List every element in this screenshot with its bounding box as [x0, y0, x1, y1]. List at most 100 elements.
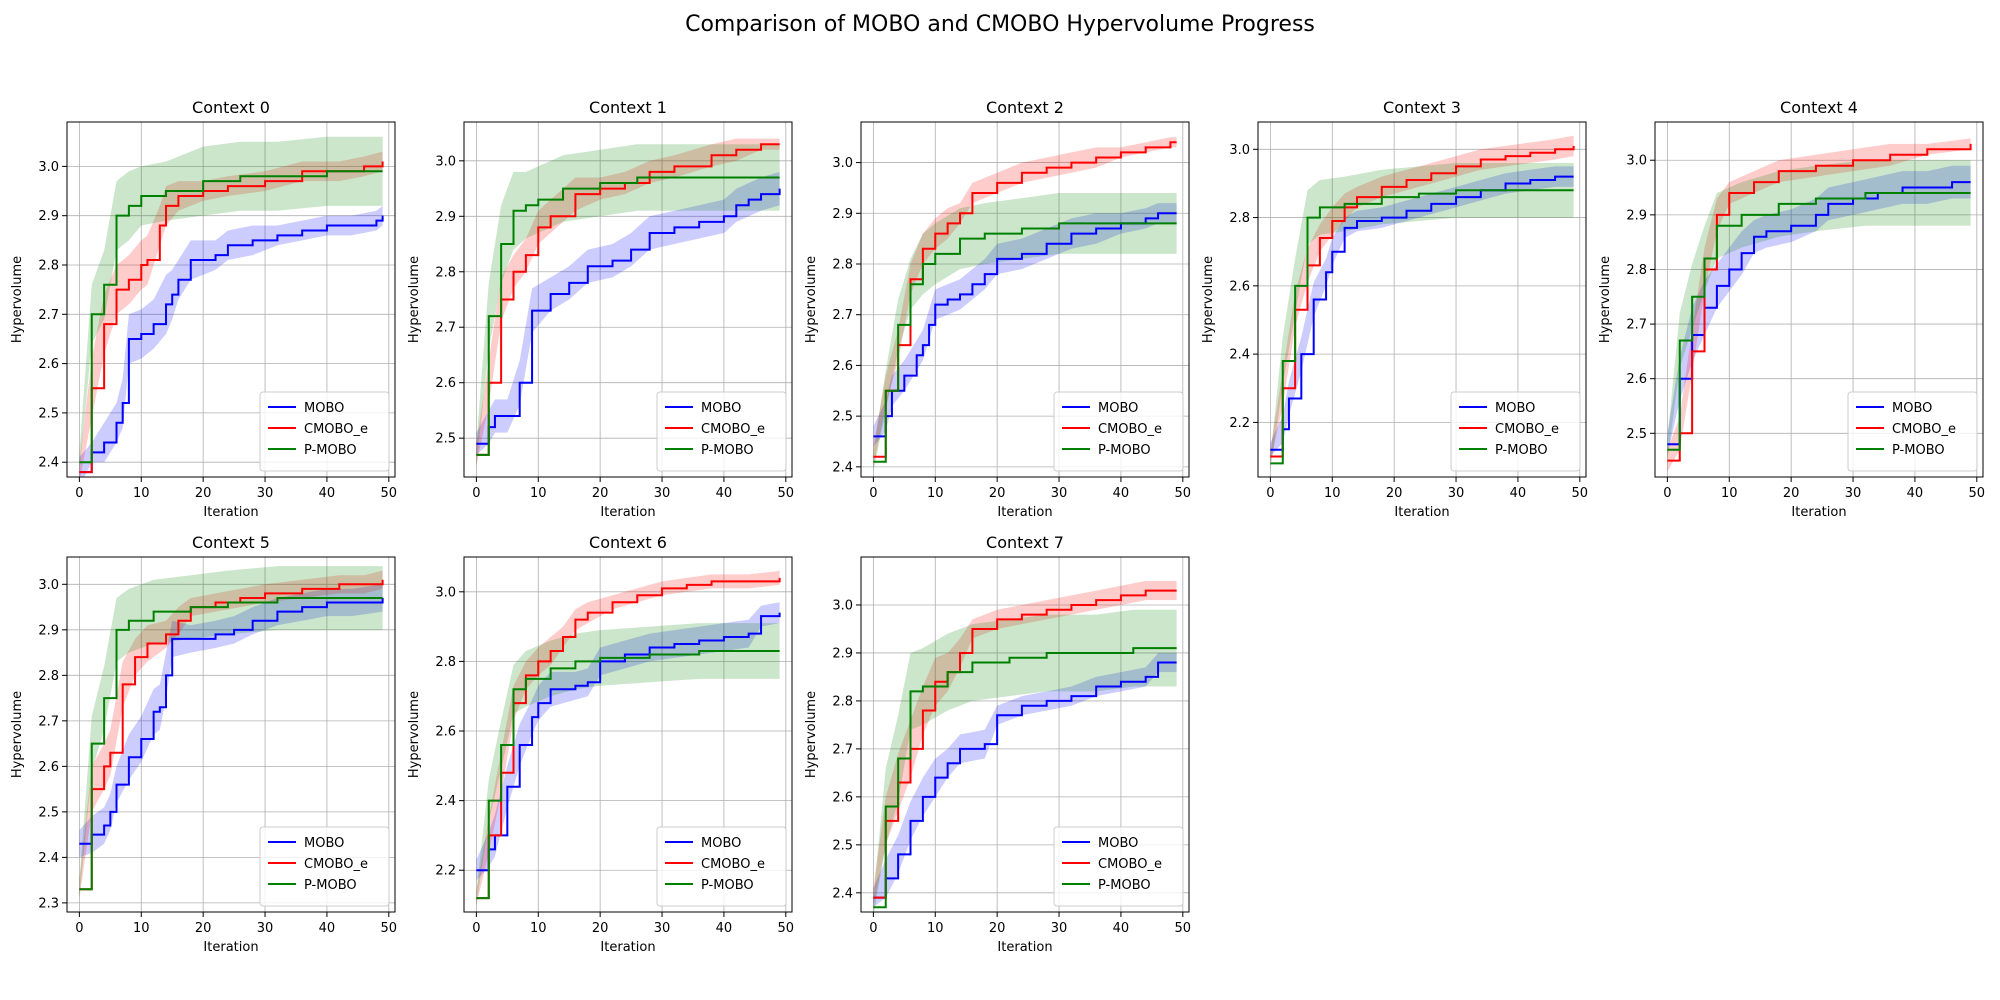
- subplot-context-0: 0 10 20 30 40 50 2.4 2.5 2.6 2.7 2.8 2.9 3.0 Context …: [10, 98, 397, 520]
- subplot-title: Context 5: [192, 533, 270, 552]
- legend-box: [1450, 391, 1581, 472]
- axes-frame: [860, 556, 1190, 913]
- x-tick-label: 50: [381, 486, 398, 501]
- band-MOBO: [1667, 165, 1971, 456]
- x-tick-label: 0: [75, 486, 83, 501]
- legend-label: MOBO: [304, 401, 344, 416]
- x-tick-label: 10: [1721, 486, 1738, 501]
- legend-box: [1053, 826, 1184, 907]
- x-axis-label: Iteration: [203, 505, 258, 520]
- x-axis-label: Iteration: [1394, 505, 1449, 520]
- subplot-title: Context 1: [589, 98, 667, 117]
- y-tick-label: 2.8: [38, 258, 59, 273]
- series-line-CMOBO_e: [476, 577, 781, 900]
- legend: MOBO CMOBO_e P-MOBO: [656, 391, 787, 472]
- y-tick-label: 3.0: [38, 578, 59, 593]
- x-axis-label: Iteration: [600, 940, 655, 955]
- y-axis: 2.4 2.5 2.6 2.7 2.8 2.9 3.0: [832, 598, 861, 901]
- x-tick-label: 30: [1845, 486, 1862, 501]
- series-line-P-MOBO: [1270, 189, 1574, 465]
- y-tick-label: 2.6: [38, 760, 59, 775]
- x-tick-label: 0: [75, 921, 83, 936]
- legend-box: [656, 391, 787, 472]
- x-axis: 0 10 20 30 40 50: [1266, 477, 1588, 501]
- y-tick-label: 2.2: [435, 864, 456, 879]
- series-line-P-MOBO: [476, 176, 780, 456]
- legend-label: CMOBO_e: [1892, 422, 1956, 437]
- x-tick-label: 30: [1051, 486, 1068, 501]
- x-tick-label: 40: [716, 921, 733, 936]
- x-tick-label: 10: [530, 486, 547, 501]
- series-line-MOBO: [79, 597, 384, 845]
- plot-area: [873, 580, 1177, 912]
- y-tick-label: 2.4: [435, 794, 456, 809]
- legend-label: MOBO: [1892, 401, 1932, 416]
- legend-box: [656, 826, 787, 907]
- y-tick-label: 2.7: [832, 742, 853, 757]
- y-axis: 2.5 2.6 2.7 2.8 2.9 3.0: [1626, 154, 1655, 442]
- plot-area: [79, 136, 384, 477]
- y-tick-label: 2.5: [38, 406, 59, 421]
- y-tick-label: 2.6: [832, 790, 853, 805]
- x-axis: 0 10 20 30 40 50: [1663, 477, 1985, 501]
- plot-area: [79, 566, 384, 899]
- series-line-MOBO: [79, 215, 384, 474]
- y-tick-label: 2.9: [1626, 208, 1647, 223]
- band-P-MOBO: [476, 623, 780, 906]
- band-CMOBO_e: [79, 570, 383, 899]
- x-axis-label: Iteration: [997, 505, 1052, 520]
- y-axis: 2.2 2.4 2.6 2.8 3.0: [435, 585, 464, 879]
- band-MOBO: [873, 203, 1177, 447]
- plot-area: [476, 138, 781, 466]
- x-tick-label: 20: [989, 921, 1006, 936]
- legend: MOBO CMOBO_e P-MOBO: [259, 826, 390, 907]
- x-tick-label: 50: [1572, 486, 1589, 501]
- series-line-CMOBO_e: [79, 579, 384, 891]
- y-tick-label: 2.7: [435, 321, 456, 336]
- y-tick-label: 2.8: [1229, 211, 1250, 226]
- legend: MOBO CMOBO_e P-MOBO: [1053, 826, 1184, 907]
- y-tick-label: 2.9: [832, 646, 853, 661]
- series-line-MOBO: [1270, 175, 1574, 451]
- x-tick-label: 40: [1907, 486, 1924, 501]
- y-tick-label: 2.6: [38, 357, 59, 372]
- x-tick-label: 0: [869, 486, 877, 501]
- y-tick-label: 2.2: [1229, 416, 1250, 431]
- y-tick-label: 2.8: [435, 655, 456, 670]
- x-tick-label: 30: [1448, 486, 1465, 501]
- legend-box: [259, 826, 390, 907]
- y-tick-label: 3.0: [435, 154, 456, 169]
- y-axis: 2.3 2.4 2.5 2.6 2.7 2.8 2.9 3.0: [38, 578, 67, 911]
- y-tick-label: 2.8: [832, 694, 853, 709]
- band-P-MOBO: [79, 566, 383, 899]
- y-axis: 2.2 2.4 2.6 2.8 3.0: [1229, 143, 1258, 431]
- subplot-title: Context 4: [1780, 98, 1858, 117]
- legend: MOBO CMOBO_e P-MOBO: [1450, 391, 1581, 472]
- x-tick-label: 10: [133, 486, 150, 501]
- y-axis-label: Hypervolume: [10, 691, 25, 778]
- x-tick-label: 40: [1113, 486, 1130, 501]
- band-CMOBO_e: [476, 570, 780, 906]
- subplot-context-7: 0 10 20 30 40 50 2.4 2.5 2.6 2.7 2.8 2.9 3.0 Context …: [804, 533, 1191, 955]
- x-tick-label: 50: [1175, 921, 1192, 936]
- band-P-MOBO: [873, 609, 1177, 912]
- series-line-P-MOBO: [1667, 192, 1971, 451]
- subplot-context-6: 0 10 20 30 40 50 2.2 2.4 2.6 2.8 3.0 Context 6 Itera…: [407, 533, 794, 955]
- band-P-MOBO: [79, 136, 383, 473]
- legend: MOBO CMOBO_e P-MOBO: [259, 391, 390, 472]
- axes-frame: [463, 556, 793, 913]
- legend-box: [1847, 391, 1978, 472]
- axes-frame: [1654, 121, 1984, 478]
- y-axis-label: Hypervolume: [407, 256, 422, 343]
- plot-area: [476, 570, 781, 906]
- legend-label: P-MOBO: [1098, 878, 1151, 893]
- y-tick-label: 2.7: [832, 308, 853, 323]
- axes-frame: [1257, 121, 1587, 478]
- y-tick-label: 3.0: [832, 598, 853, 613]
- band-P-MOBO: [1667, 160, 1971, 461]
- legend-label: P-MOBO: [1495, 443, 1548, 458]
- legend-label: P-MOBO: [1098, 443, 1151, 458]
- axes-frame: [66, 556, 396, 913]
- y-tick-label: 3.0: [38, 160, 59, 175]
- band-P-MOBO: [476, 144, 780, 466]
